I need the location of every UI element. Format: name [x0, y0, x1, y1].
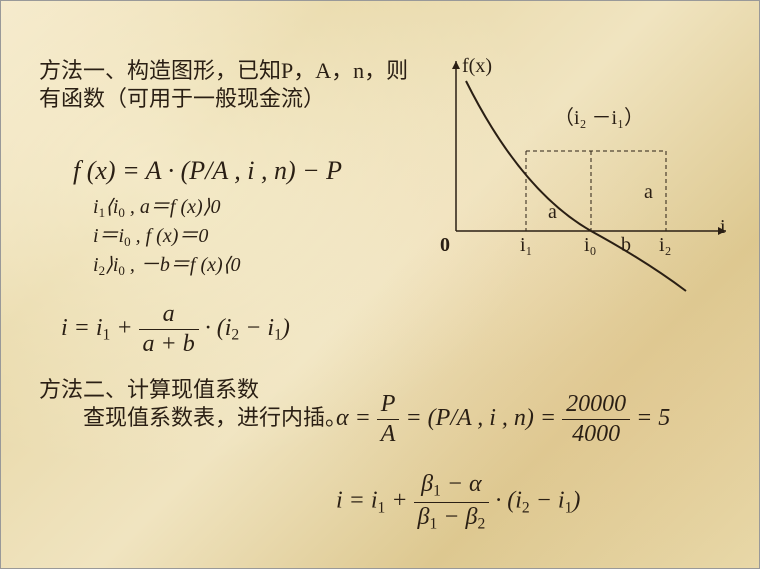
- slide: 方法一、构造图形，已知P，A，n，则有函数（可用于一般现金流） f (x) = …: [0, 0, 760, 569]
- a1: a: [548, 201, 557, 224]
- frac1: aa + b: [139, 301, 199, 358]
- frac-20000: 200004000: [562, 391, 630, 448]
- i0: i₀: [584, 234, 597, 257]
- a2: a: [644, 181, 653, 204]
- method1-interp: i = i1 + aa + b · (i2 − i1): [61, 301, 290, 358]
- graph-svg: [426, 51, 736, 301]
- b: b: [621, 234, 631, 257]
- method2-interp: i = i1 + β1 − αβ1 − β2 · (i2 − i1): [336, 471, 580, 533]
- method1-title: 方法一、构造图形，已知P，A，n，则有函数（可用于一般现金流）: [39, 57, 409, 112]
- xlabel: i: [720, 216, 726, 239]
- graph: f(x) （i₂ －i₁） a a b 0 i₁ i₀ i₂ i: [426, 51, 736, 301]
- ylabel: f(x): [462, 55, 492, 78]
- eq-text: f (x) = A · (P/A , i , n) − P: [73, 156, 342, 185]
- i1: i₁: [520, 234, 533, 257]
- origin: 0: [440, 234, 450, 257]
- method1-conditions: i1⟨i0 , a＝f (x)⟩0 i＝i0 , f (x)＝0 i2⟩i0 ,…: [93, 193, 240, 280]
- cond2: i＝i0 , f (x)＝0: [93, 222, 240, 251]
- cond1: i1⟨i0 , a＝f (x)⟩0: [93, 193, 240, 222]
- method1-main-eq: f (x) = A · (P/A , i , n) − P: [73, 156, 342, 186]
- method2-alpha-eq: α = PA = (P/A , i , n) = 200004000 = 5: [336, 391, 670, 448]
- frac-pa: PA: [377, 391, 400, 448]
- toplabel: （i₂ －i₁）: [554, 101, 644, 130]
- i2: i₂: [659, 234, 672, 257]
- cond3: i2⟩i0 , －b＝f (x)⟨0: [93, 251, 240, 280]
- frac-beta: β1 − αβ1 − β2: [414, 471, 490, 533]
- method2-title: 方法二、计算现值系数 查现值系数表，进行内插。: [39, 376, 347, 431]
- y-arrow: [452, 61, 460, 69]
